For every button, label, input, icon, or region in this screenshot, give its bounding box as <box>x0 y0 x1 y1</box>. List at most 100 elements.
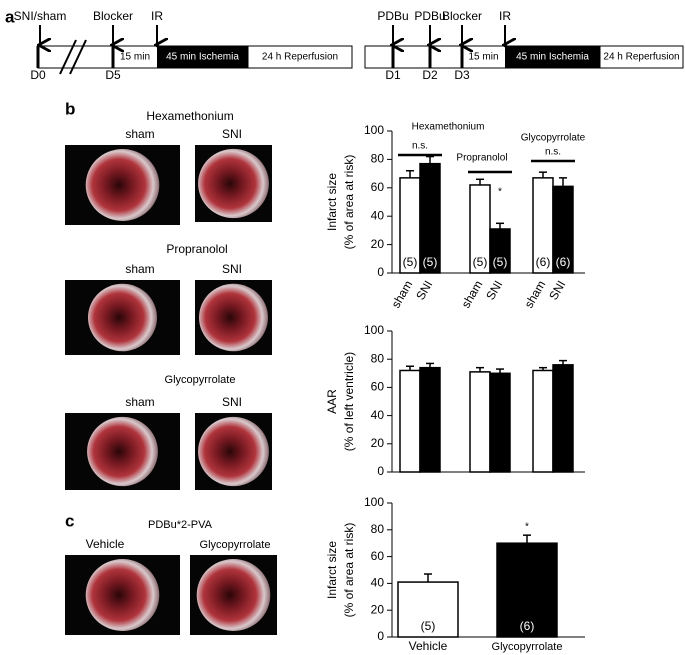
x-tick-label: Glycopyrrolate <box>492 641 563 653</box>
heart-section <box>85 149 160 221</box>
break-mark <box>69 39 87 75</box>
segment-label: 24 h Reperfusion <box>262 52 338 63</box>
n-label: (5) <box>421 619 436 633</box>
y-tick-label: 40 <box>371 208 385 222</box>
photo-label: sham <box>125 262 154 276</box>
event-label: Blocker <box>93 9 133 23</box>
bar <box>552 185 574 274</box>
panel-label: b <box>65 99 75 118</box>
y-axis-label: Infarct size <box>325 173 339 231</box>
bar <box>552 364 574 473</box>
y-axis-label: (% of area at risk) <box>342 155 356 250</box>
event-label: Blocker <box>442 9 482 23</box>
annotation: * <box>525 522 529 533</box>
y-tick-label: 0 <box>377 265 384 279</box>
photo-group-title: Hexamethonium <box>146 109 233 123</box>
group-label: Hexamethonium <box>412 122 485 133</box>
annotation: n.s. <box>545 147 561 158</box>
annotation: * <box>498 187 502 198</box>
event-label: PDBu <box>414 9 445 23</box>
n-label: (6) <box>536 255 551 269</box>
photo-group-title: Glycopyrrolate <box>165 374 236 386</box>
segment-label: 45 min Ischemia <box>516 52 589 63</box>
bar <box>489 228 511 274</box>
n-label: (5) <box>493 255 508 269</box>
segment-label: 15 min <box>468 52 498 63</box>
segment-label: 45 min Ischemia <box>166 52 239 63</box>
figure-content: a b c SNI/sham Blocker IR D0 D5 15 min 45 min Isc… <box>5 7 684 653</box>
n-label: (5) <box>403 255 418 269</box>
annotation: n.s. <box>412 141 428 152</box>
day-label: D2 <box>422 68 438 82</box>
day-label: D5 <box>105 68 121 82</box>
y-tick-label: 0 <box>377 464 384 478</box>
photo-label: SNI <box>222 395 242 409</box>
day-label: D3 <box>454 68 470 82</box>
segment-label: 15 min <box>120 52 150 63</box>
event-label: SNI/sham <box>14 9 67 23</box>
photo-label: Vehicle <box>86 537 125 551</box>
bar <box>532 369 554 473</box>
photo-label: SNI <box>222 127 242 141</box>
heart-section <box>199 283 268 352</box>
event-label: IR <box>151 9 163 23</box>
y-tick-label: 80 <box>371 522 385 536</box>
y-axis-label: (% of left ventricle) <box>342 352 356 451</box>
x-tick-label: SNI <box>546 278 568 302</box>
photo-label: Glycopyrrolate <box>200 539 271 551</box>
photo-label: SNI <box>222 262 242 276</box>
heart-section <box>198 148 269 219</box>
y-tick-label: 80 <box>371 152 385 166</box>
ischemia-segment <box>505 46 600 68</box>
y-tick-label: 100 <box>364 323 384 337</box>
break-mark <box>59 39 77 75</box>
y-tick-label: 40 <box>371 576 385 590</box>
photo-group-title: Propranolol <box>166 242 227 256</box>
event-label: IR <box>499 9 511 23</box>
y-tick-label: 100 <box>364 495 384 509</box>
bar <box>469 371 491 473</box>
y-axis-label: AAR <box>325 389 339 414</box>
y-tick-label: 60 <box>371 380 385 394</box>
y-tick-label: 80 <box>371 351 385 365</box>
ischemia-segment <box>157 46 248 68</box>
event-label: PDBu <box>377 9 408 23</box>
x-tick-label: sham <box>459 278 486 310</box>
segment-label: 24 h Reperfusion <box>603 52 679 63</box>
x-tick-label: Vehicle <box>409 639 448 653</box>
bar <box>397 581 459 638</box>
y-axis-label: Infarct size <box>325 541 339 599</box>
group-label: Propranolol <box>456 153 507 164</box>
photo-group-title: PDBu*2-PVA <box>148 519 213 531</box>
bar <box>489 372 511 473</box>
bar <box>399 369 421 473</box>
heart-section <box>88 283 157 352</box>
y-tick-label: 20 <box>371 237 385 251</box>
n-label: (6) <box>520 619 535 633</box>
y-tick-label: 100 <box>364 123 384 137</box>
n-label: (6) <box>556 255 571 269</box>
photo-label: sham <box>125 127 154 141</box>
x-tick-label: sham <box>389 278 416 310</box>
bar <box>419 162 441 274</box>
photo-label: sham <box>125 395 154 409</box>
y-tick-label: 20 <box>371 602 385 616</box>
heart-section <box>85 559 160 631</box>
y-tick-label: 40 <box>371 408 385 422</box>
n-label: (5) <box>423 255 438 269</box>
n-label: (5) <box>473 255 488 269</box>
y-tick-label: 20 <box>371 436 385 450</box>
panel-label: a <box>5 7 15 26</box>
x-tick-label: SNI <box>483 278 505 302</box>
x-tick-label: SNI <box>413 278 435 302</box>
x-tick-label: sham <box>522 278 549 310</box>
y-tick-label: 60 <box>371 549 385 563</box>
y-tick-label: 0 <box>377 629 384 643</box>
day-label: D0 <box>30 68 46 82</box>
y-tick-label: 60 <box>371 180 385 194</box>
bar <box>419 366 441 473</box>
panel-label: c <box>65 511 74 530</box>
heart-section <box>198 416 269 487</box>
y-axis-label: (% of area at risk) <box>342 523 356 618</box>
